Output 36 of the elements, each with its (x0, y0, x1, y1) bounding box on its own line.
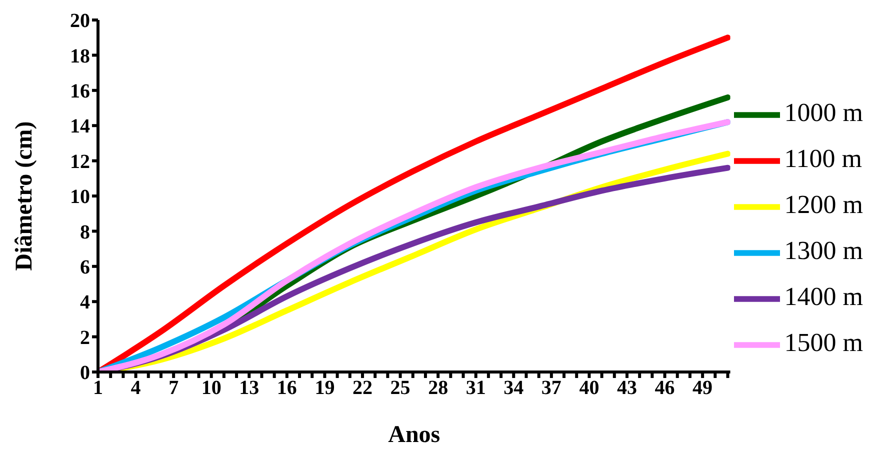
y-tick-label: 16 (70, 80, 90, 102)
x-tick-label: 10 (201, 377, 222, 400)
x-tick-label: 1 (93, 377, 103, 400)
legend-label: 1500 m (784, 328, 863, 357)
x-tick-label: 34 (504, 377, 524, 400)
y-tick-label: 14 (70, 116, 90, 138)
x-tick-label: 31 (466, 377, 486, 400)
x-tick-label: 25 (390, 377, 410, 400)
x-tick-label: 43 (616, 377, 637, 400)
y-tick-label: 6 (80, 256, 90, 278)
y-tick-label: 18 (70, 45, 90, 68)
x-tick-label: 40 (579, 377, 600, 400)
legend-label: 1400 m (784, 282, 863, 311)
x-tick-label: 28 (428, 377, 448, 400)
y-tick-label: 10 (70, 186, 90, 208)
y-axis-title: Diâmetro (cm) (12, 121, 38, 271)
legend-label: 1000 m (784, 98, 863, 127)
y-tick-label: 8 (80, 221, 90, 244)
y-tick-label: 4 (80, 292, 90, 314)
x-tick-label: 22 (352, 377, 372, 400)
x-tick-label: 13 (239, 377, 260, 400)
y-tick-label: 2 (80, 326, 90, 349)
legend-label: 1300 m (784, 236, 863, 265)
x-tick-label: 49 (692, 377, 713, 400)
y-tick-label: 20 (70, 10, 90, 32)
x-tick-label: 4 (130, 377, 141, 400)
x-tick-label: 46 (654, 377, 675, 400)
x-tick-label: 19 (314, 377, 335, 400)
x-tick-label: 16 (276, 377, 297, 400)
y-tick-label: 0 (80, 362, 90, 384)
legend-label: 1100 m (784, 144, 862, 173)
legend-label: 1200 m (784, 190, 863, 219)
x-axis-title: Anos (388, 422, 440, 448)
x-tick-label: 7 (168, 377, 179, 400)
y-tick-label: 12 (70, 150, 90, 173)
x-tick-label: 37 (541, 377, 562, 400)
